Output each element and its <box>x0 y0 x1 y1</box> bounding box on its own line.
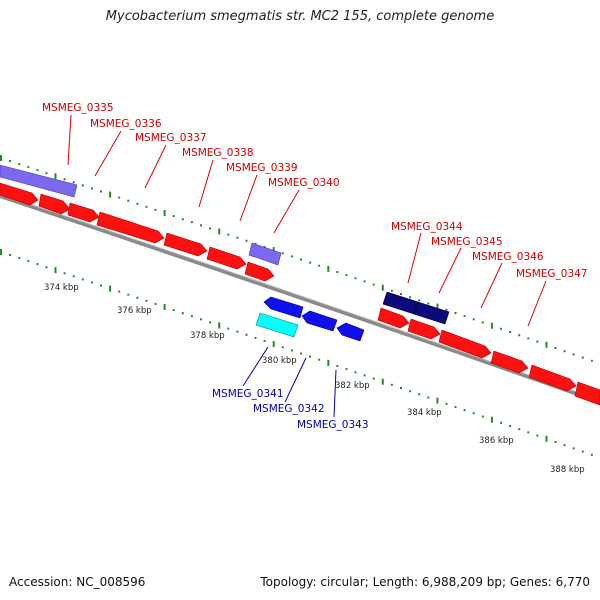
gene-msmeg-0344[interactable] <box>377 307 410 329</box>
leader-msmeg-0339 <box>239 174 258 222</box>
gene-msmeg-0340a[interactable] <box>206 246 247 270</box>
gene-msmeg-0335[interactable] <box>0 182 39 206</box>
feature-box-light-purple-1[interactable] <box>0 164 78 198</box>
gene-msmeg-0341[interactable] <box>255 312 299 338</box>
leader-msmeg-0347 <box>527 280 547 327</box>
reverse-gene-labels: MSMEG_0341 MSMEG_0342 MSMEG_0343 <box>212 388 369 431</box>
reverse-dotted-track <box>0 249 593 456</box>
tick-label-380: 380 kbp <box>262 356 297 366</box>
gene-msmeg-0346[interactable] <box>438 329 492 359</box>
gene-msmeg-0345[interactable] <box>407 318 441 340</box>
leader-msmeg-0345 <box>438 247 462 294</box>
reverse-strand-genes <box>255 296 365 342</box>
leader-msmeg-0341 <box>242 346 269 387</box>
label-msmeg-0335: MSMEG_0335 <box>42 102 114 114</box>
gene-msmeg-0336[interactable] <box>38 193 71 215</box>
feature-box-light-purple-2[interactable] <box>248 242 282 266</box>
gene-msmeg-0339[interactable] <box>163 232 208 257</box>
leader-msmeg-0337 <box>144 144 167 189</box>
label-msmeg-0344: MSMEG_0344 <box>391 221 463 233</box>
gene-msmeg-0347a[interactable] <box>490 350 529 374</box>
leader-msmeg-0342 <box>284 357 307 403</box>
feature-box-navy-2[interactable] <box>413 301 450 325</box>
accession-text: Accession: NC_008596 <box>9 575 146 589</box>
forward-strand-genes <box>0 182 600 406</box>
feature-boxes <box>0 164 450 325</box>
leader-msmeg-0346 <box>480 262 503 309</box>
label-leader-lines <box>67 114 547 418</box>
label-msmeg-0346: MSMEG_0346 <box>472 251 544 263</box>
tick-label-384: 384 kbp <box>407 408 442 418</box>
tick-label-376: 376 kbp <box>117 306 152 316</box>
tick-label-382: 382 kbp <box>335 381 370 391</box>
scale-tick-labels: 374 kbp 376 kbp 378 kbp 380 kbp 382 kbp … <box>44 283 585 475</box>
genome-backbone <box>0 194 600 404</box>
label-msmeg-0345: MSMEG_0345 <box>431 236 503 248</box>
leader-msmeg-0336 <box>94 130 122 177</box>
leader-msmeg-0340 <box>273 189 300 234</box>
leader-msmeg-0335 <box>67 114 72 166</box>
gene-msmeg-0337[interactable] <box>67 202 100 223</box>
gene-msmeg-0348[interactable] <box>574 381 600 406</box>
label-msmeg-0343: MSMEG_0343 <box>297 419 369 431</box>
gene-msmeg-0343[interactable] <box>336 322 365 342</box>
gene-msmeg-0340b[interactable] <box>244 261 275 282</box>
label-msmeg-0338: MSMEG_0338 <box>182 147 254 159</box>
label-msmeg-0339: MSMEG_0339 <box>226 162 298 174</box>
tick-label-378: 378 kbp <box>190 331 225 341</box>
leader-msmeg-0343 <box>333 369 337 418</box>
label-msmeg-0340: MSMEG_0340 <box>268 177 340 189</box>
gene-msmeg-0338[interactable] <box>96 211 165 244</box>
tick-label-374: 374 kbp <box>44 283 79 293</box>
gene-msmeg-0342b[interactable] <box>301 310 338 332</box>
leader-msmeg-0338 <box>198 159 214 208</box>
label-msmeg-0342: MSMEG_0342 <box>253 403 325 415</box>
label-msmeg-0337: MSMEG_0337 <box>135 132 207 144</box>
tick-label-388: 388 kbp <box>550 465 585 475</box>
map-title: Mycobacterium smegmatis str. MC2 155, co… <box>105 9 495 24</box>
label-msmeg-0336: MSMEG_0336 <box>90 118 162 130</box>
forward-gene-labels: MSMEG_0335 MSMEG_0336 MSMEG_0337 MSMEG_0… <box>42 102 588 280</box>
gene-msmeg-0342a[interactable] <box>263 296 304 319</box>
gene-msmeg-0347b[interactable] <box>528 364 577 392</box>
label-msmeg-0341: MSMEG_0341 <box>212 388 284 400</box>
genome-summary-text: Topology: circular; Length: 6,988,209 bp… <box>260 575 590 589</box>
leader-msmeg-0344 <box>407 232 422 284</box>
label-msmeg-0347: MSMEG_0347 <box>516 268 588 280</box>
tick-label-386: 386 kbp <box>479 436 514 446</box>
